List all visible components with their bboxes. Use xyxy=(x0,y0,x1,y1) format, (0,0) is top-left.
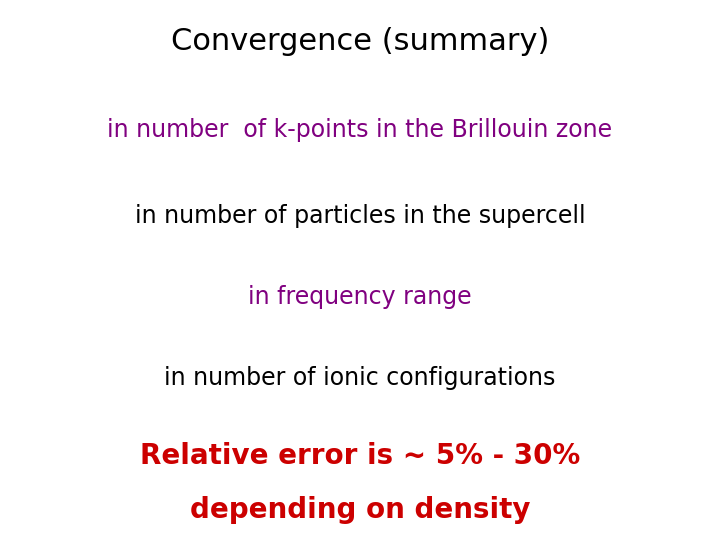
Text: depending on density: depending on density xyxy=(190,496,530,524)
Text: Convergence (summary): Convergence (summary) xyxy=(171,27,549,56)
Text: in frequency range: in frequency range xyxy=(248,285,472,309)
Text: in number of ionic configurations: in number of ionic configurations xyxy=(164,366,556,390)
Text: in number  of k-points in the Brillouin zone: in number of k-points in the Brillouin z… xyxy=(107,118,613,141)
Text: Relative error is ~ 5% - 30%: Relative error is ~ 5% - 30% xyxy=(140,442,580,470)
Text: in number of particles in the supercell: in number of particles in the supercell xyxy=(135,204,585,228)
